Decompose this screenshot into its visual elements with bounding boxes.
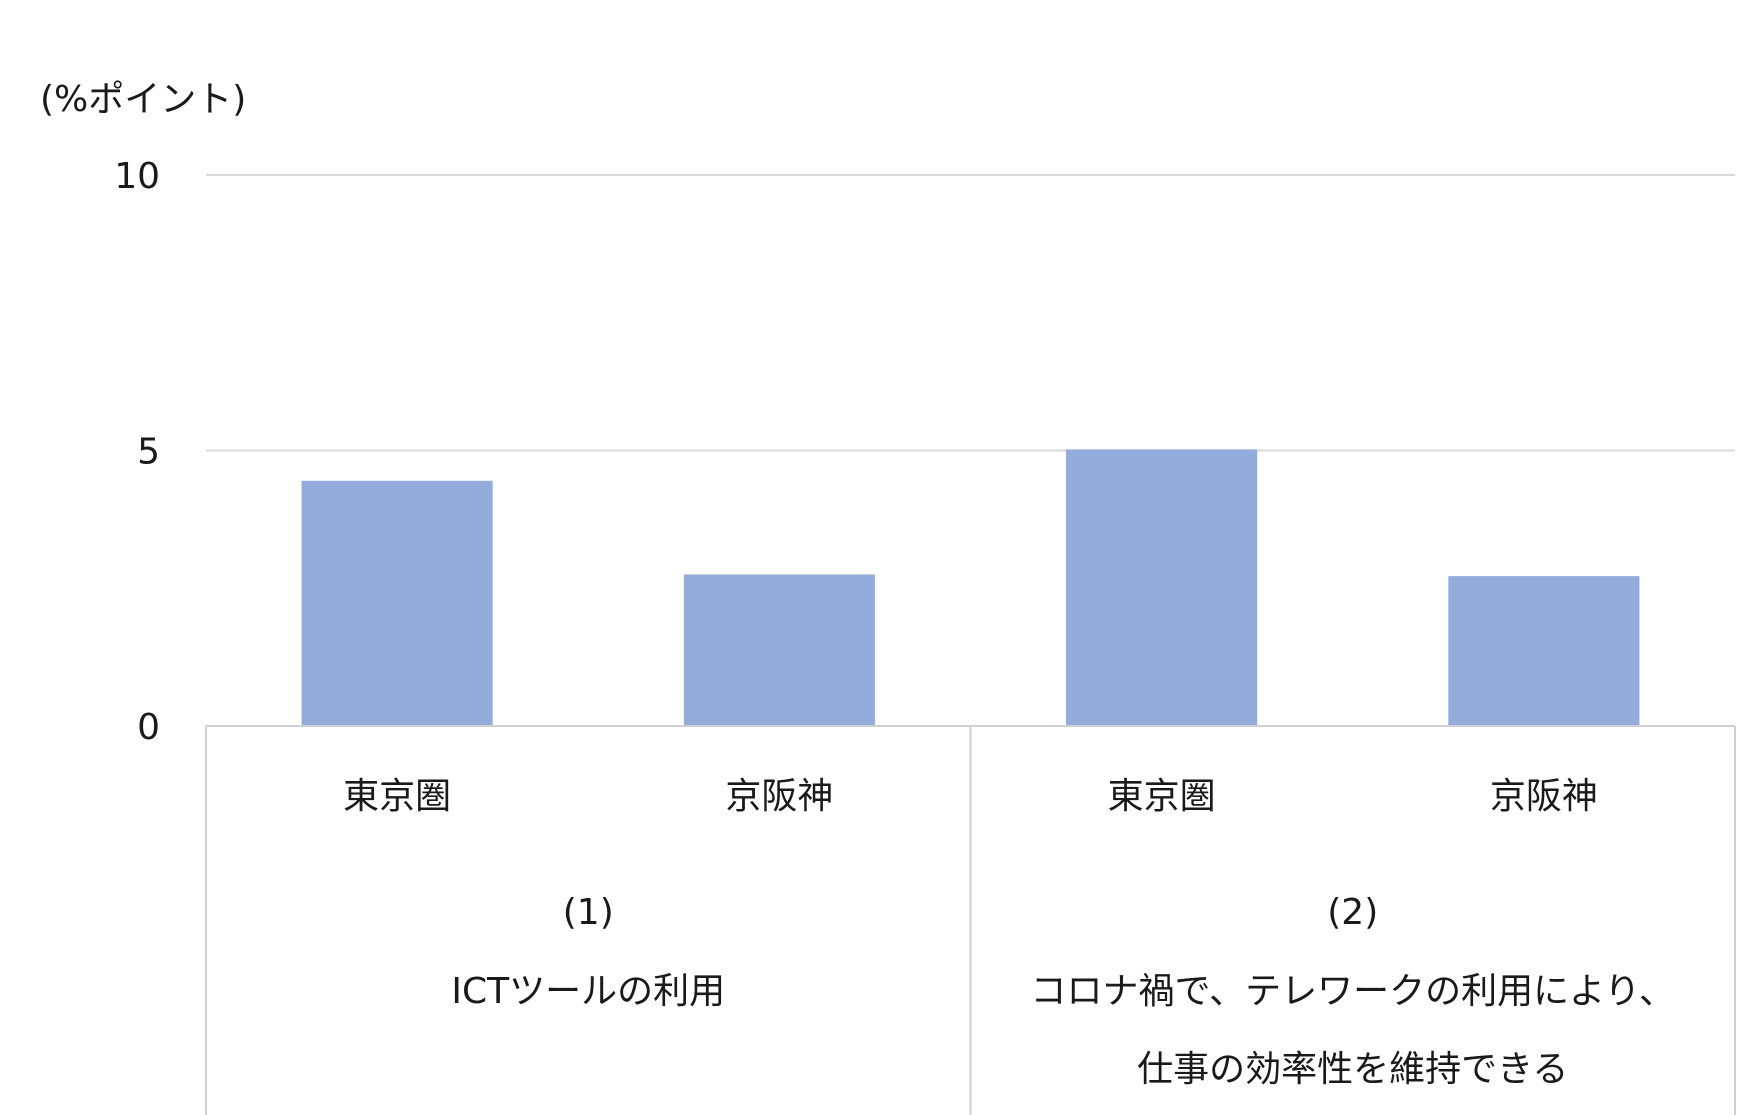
y-tick-label: 5 <box>137 432 160 473</box>
y-tick-label: 0 <box>137 707 160 748</box>
bar <box>301 480 493 726</box>
y-tick-label: 10 <box>114 156 160 197</box>
group-number: (2) <box>1327 892 1378 933</box>
group-number: (1) <box>563 892 614 933</box>
y-tick-labels: 0 5 10 <box>114 156 160 748</box>
bar <box>683 574 875 726</box>
category-label: 東京圏 <box>343 776 451 817</box>
gridlines <box>206 174 1735 452</box>
bar <box>1066 449 1258 726</box>
bars <box>301 449 1640 726</box>
category-label: 京阪神 <box>725 776 833 817</box>
y-axis-label: (%ポイント) <box>40 79 246 120</box>
group-label: ICTツールの利用 <box>451 971 725 1012</box>
category-label: 東京圏 <box>1108 776 1216 817</box>
category-axis: 東京圏 京阪神 東京圏 京阪神 (1) ICTツールの利用 (2) コロナ禍で、テレワークの利… <box>205 725 1736 1115</box>
bar <box>1448 576 1640 726</box>
category-label: 京阪神 <box>1490 776 1598 817</box>
group-label: 仕事の効率性を維持できる <box>1137 1049 1568 1090</box>
group-label: コロナ禍で、テレワークの利用により、 <box>1031 971 1675 1012</box>
